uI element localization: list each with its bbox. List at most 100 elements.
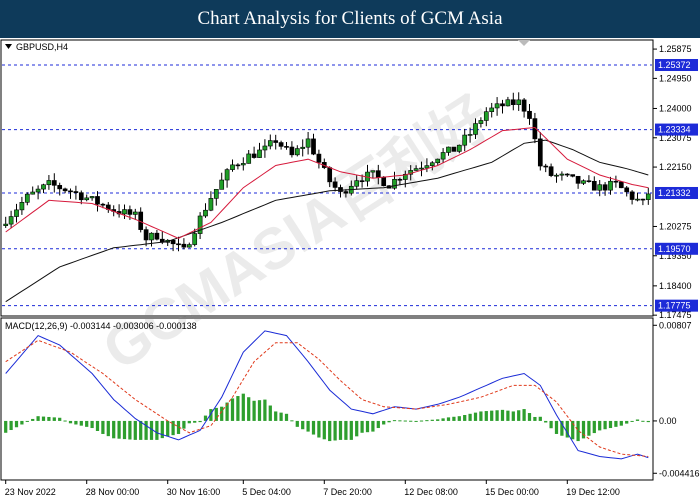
macd-histogram-bar — [598, 420, 602, 431]
macd-tick-label: 0.00 — [659, 416, 677, 426]
macd-histogram-bar — [203, 415, 208, 421]
macd-histogram-bar — [371, 420, 375, 432]
macd-histogram-bar — [409, 420, 413, 422]
time-tick-label: 19 Dec 12:00 — [566, 487, 620, 497]
macd-histogram-bar — [387, 420, 391, 423]
macd-histogram-bar — [446, 417, 451, 421]
macd-histogram-bar — [549, 420, 553, 429]
macd-histogram-bar — [311, 420, 316, 435]
candle-body — [35, 188, 41, 193]
candle-body — [176, 243, 181, 246]
macd-histogram-bar — [506, 410, 510, 421]
candle-body — [57, 185, 63, 190]
level-tag — [655, 299, 698, 312]
macd-histogram-bar — [436, 419, 440, 421]
candle-body — [489, 107, 495, 112]
candle-body — [613, 180, 619, 183]
macd-histogram-bar — [414, 420, 418, 422]
macd-histogram-bar — [279, 412, 283, 421]
candle-body — [402, 173, 408, 180]
candle-body — [510, 99, 516, 105]
candle-body — [294, 148, 300, 156]
candle-body — [343, 191, 349, 194]
macd-label: MACD(12,26,9) -0.003144 -0.003006 -0.000… — [5, 321, 197, 331]
macd-histogram-bar — [95, 420, 100, 431]
macd-histogram-bar — [85, 420, 89, 427]
macd-histogram-bar — [4, 420, 8, 433]
macd-histogram-bar — [79, 420, 83, 426]
macd-histogram-bar — [527, 413, 532, 421]
macd-histogram-bar — [333, 420, 337, 441]
candle-body — [278, 142, 284, 147]
candle-body — [397, 178, 403, 181]
candle-body — [3, 223, 9, 226]
macd-histogram-bar — [382, 420, 386, 425]
level-tag — [655, 59, 698, 72]
macd-histogram-bar — [517, 410, 521, 421]
candle-body — [257, 149, 262, 158]
candle-body — [354, 180, 360, 187]
macd-histogram-bar — [403, 420, 407, 422]
candle-body — [375, 170, 381, 178]
candle-body — [586, 180, 592, 183]
level-tag-label: 1.25372 — [658, 60, 691, 70]
candle-body — [19, 202, 25, 211]
candle-body — [424, 165, 430, 169]
candle-body — [78, 192, 84, 201]
macd-histogram-bar — [581, 420, 586, 439]
macd-histogram-bar — [90, 420, 94, 429]
macd-histogram-bar — [106, 420, 110, 437]
candle-body — [597, 184, 603, 191]
candle-body — [629, 191, 635, 200]
candle-body — [521, 99, 527, 112]
ma-slow-line — [5, 139, 649, 303]
macd-histogram-bar — [133, 420, 137, 440]
macd-histogram-bar — [122, 420, 127, 440]
candle-body — [122, 209, 127, 215]
candle-body — [338, 187, 343, 192]
macd-histogram-bar — [646, 420, 650, 423]
candle-body — [581, 180, 586, 184]
time-tick-label: 12 Dec 08:00 — [404, 487, 458, 497]
macd-histogram-bar — [355, 420, 359, 437]
macd-histogram-bar — [608, 420, 613, 429]
macd-histogram-bar — [139, 420, 143, 440]
candle-body — [537, 138, 543, 167]
candle-body — [143, 229, 149, 241]
price-tick-label: 1.25875 — [659, 44, 692, 54]
price-tick-label: 1.22150 — [659, 162, 692, 172]
level-tag-label: 1.23334 — [658, 125, 691, 135]
candle-body — [100, 203, 106, 206]
ma-fast-line — [5, 126, 649, 239]
macd-histogram-bar — [500, 409, 505, 421]
candle-body — [624, 187, 630, 193]
candle-body — [89, 196, 95, 199]
macd-histogram-bar — [193, 420, 197, 423]
symbol-dropdown-icon[interactable] — [5, 44, 12, 49]
candle-body — [516, 99, 522, 105]
macd-histogram-bar — [538, 416, 542, 421]
candle-body — [24, 193, 30, 203]
candle-body — [500, 103, 505, 107]
candle-body — [640, 198, 646, 201]
level-tag-label: 1.17775 — [658, 301, 691, 311]
level-tag — [655, 186, 698, 199]
candle-body — [273, 140, 279, 143]
macd-histogram-bar — [328, 420, 332, 442]
panel-resize-handle[interactable] — [518, 40, 530, 46]
candle-body — [284, 146, 289, 148]
macd-histogram-bar — [490, 410, 494, 421]
candle-body — [311, 138, 316, 155]
macd-histogram-bar — [571, 420, 575, 440]
macd-histogram-bar — [230, 398, 235, 421]
candle-body — [181, 243, 187, 248]
candle-body — [73, 191, 79, 193]
candle-body — [451, 146, 457, 152]
macd-histogram-bar — [171, 420, 175, 436]
macd-histogram-bar — [511, 411, 515, 421]
macd-histogram-bar — [484, 411, 488, 421]
macd-histogram-bar — [241, 393, 245, 421]
macd-histogram-bar — [128, 420, 132, 440]
macd-histogram-bar — [630, 420, 634, 422]
macd-histogram-bar — [274, 411, 278, 421]
